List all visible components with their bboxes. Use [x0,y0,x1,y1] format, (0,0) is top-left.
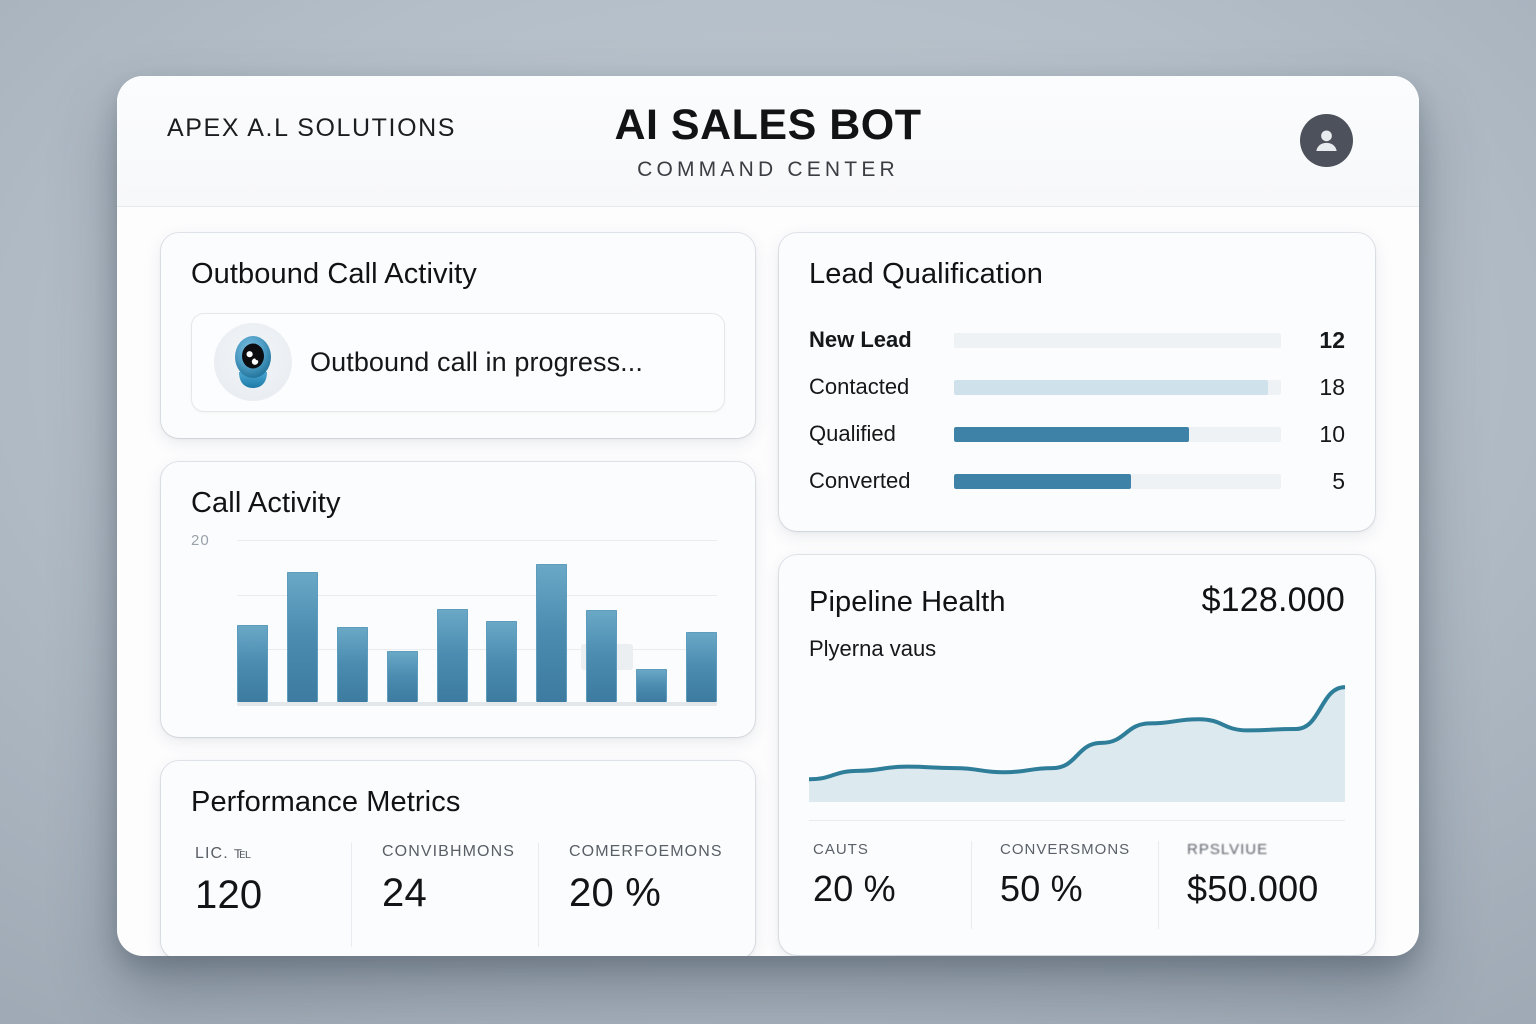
performance-metric-0: LIC. ℡ 120 [191,843,351,947]
pipeline-stat-1: CONVERSMONS 50 % [971,840,1158,929]
card-title-lead-qualification: Lead Qualification [809,258,1043,290]
pipeline-stat-label: CONVERSMONS [1000,840,1131,858]
performance-metrics-row: LIC. ℡ 120 CONVIBHMONS 24 COMERFOEMONS 20 % [191,842,725,947]
card-title-performance: Performance Metrics [191,785,461,818]
bar-3 [336,627,368,702]
bar-6 [486,620,518,702]
pipeline-total-amount: $128.000 [1201,580,1345,619]
y-axis-tick-20: 20 [191,531,210,549]
card-outbound-call-activity: Outbound Call Activity [161,233,755,438]
pipeline-stat-value: 20 % [813,867,896,909]
pipeline-stat-label: CAUTS [813,840,869,858]
lead-stage-list: New Lead 12 Contacted 18 Qualified 10 Converte… [809,317,1345,505]
lead-stage-progress-fill [954,473,1131,489]
gridline [237,594,717,596]
performance-metric-2: COMERFOEMONS 20 % [538,842,725,947]
lead-stage-row[interactable]: Converted 5 [809,458,1345,505]
bar-10 [685,632,717,702]
metric-value: 24 [382,870,427,915]
card-call-activity-chart: Call Activity 20 [161,461,755,737]
card-pipeline-health: Pipeline Health $128.000 Plyerna vaus CA… [779,554,1375,955]
lead-stage-label: Qualified [809,421,896,447]
gridline [237,539,717,541]
app-window: APEX A.L SOLUTIONS AI SALES BOT COMMAND … [117,76,1419,956]
lead-stage-count: 10 [1319,420,1345,447]
page-subtitle: COMMAND CENTER [637,158,899,182]
performance-metric-1: CONVIBHMONS 24 [351,842,538,947]
pipeline-stat-0: CAUTS 20 % [809,841,971,929]
right-column: Lead Qualification New Lead 12 Contacted 18… [779,233,1375,955]
lead-stage-count: 12 [1319,326,1345,353]
pipeline-header: Pipeline Health $128.000 [809,581,1345,620]
chart-baseline [237,701,717,706]
lead-stage-label: Converted [809,468,911,494]
lead-stage-progress-fill [954,379,1268,395]
lead-stage-progress-track [954,332,1281,348]
app-header: APEX A.L SOLUTIONS AI SALES BOT COMMAND … [117,76,1419,207]
metric-label: LIC. ℡ [195,844,253,862]
title-block: AI SALES BOT COMMAND CENTER [117,101,1419,182]
pipeline-area-chart [809,668,1345,802]
metric-value: 20 % [569,870,661,915]
card-title-call-activity: Call Activity [191,486,341,519]
lead-stage-progress-track [954,426,1281,442]
lead-stage-row[interactable]: Contacted 18 [809,364,1345,411]
call-activity-chart: 20 [191,532,725,718]
card-title-pipeline-health: Pipeline Health [809,585,1006,618]
bar-series [237,540,717,702]
lead-stage-progress-track [954,473,1281,489]
bar-7 [536,564,568,702]
lead-stage-row[interactable]: New Lead 12 [809,317,1345,364]
pipeline-stat-2: RPSLVIUE $50.000 [1158,840,1345,929]
card-title-outbound: Outbound Call Activity [191,258,477,290]
bar-2 [286,572,318,702]
card-lead-qualification: Lead Qualification New Lead 12 Contacted 18… [779,233,1375,531]
gridline [237,649,717,651]
lead-stage-label: Contacted [809,374,910,400]
pipeline-stat-value: 50 % [1000,867,1083,909]
metric-label: COMERFOEMONS [569,842,723,860]
bar-1 [237,624,268,702]
outbound-call-status-text: Outbound call in progress... [310,346,643,377]
lead-stage-progress-fill [954,332,1272,348]
bar-9 [636,669,667,702]
outbound-call-status-row[interactable]: Outbound call in progress... [191,312,725,412]
lead-stage-row[interactable]: Qualified 10 [809,411,1345,458]
card-performance-metrics: Performance Metrics LIC. ℡ 120 CONVIBHMONS… [161,760,755,956]
metric-value: 120 [195,872,263,917]
pipeline-stat-value: $50.000 [1187,867,1319,909]
pipeline-stats-row: CAUTS 20 % CONVERSMONS 50 % RPSLVIUE $50.000 [809,840,1345,929]
pipeline-divider [809,819,1345,821]
bot-avatar-icon [214,323,292,402]
brand-logo-text: APEX A.L SOLUTIONS [167,114,457,142]
bar-5 [436,608,468,702]
left-column: Outbound Call Activity [161,233,755,956]
bar-chart-plot-area [237,539,717,706]
bar-8 [586,610,618,702]
lead-stage-count: 18 [1319,373,1345,400]
dashboard-body: Outbound Call Activity [117,207,1419,956]
pipeline-subtitle: Plyerna vaus [809,635,937,661]
lead-stage-label: New Lead [809,327,912,353]
bar-4 [386,650,418,702]
page-title: AI SALES BOT [614,101,922,149]
pipeline-stat-label: RPSLVIUE [1187,840,1269,858]
lead-stage-progress-fill [954,426,1190,442]
lead-stage-progress-track [954,379,1281,395]
user-avatar-icon[interactable] [1300,114,1353,167]
metric-label: CONVIBHMONS [382,842,515,860]
lead-stage-count: 5 [1332,467,1345,494]
